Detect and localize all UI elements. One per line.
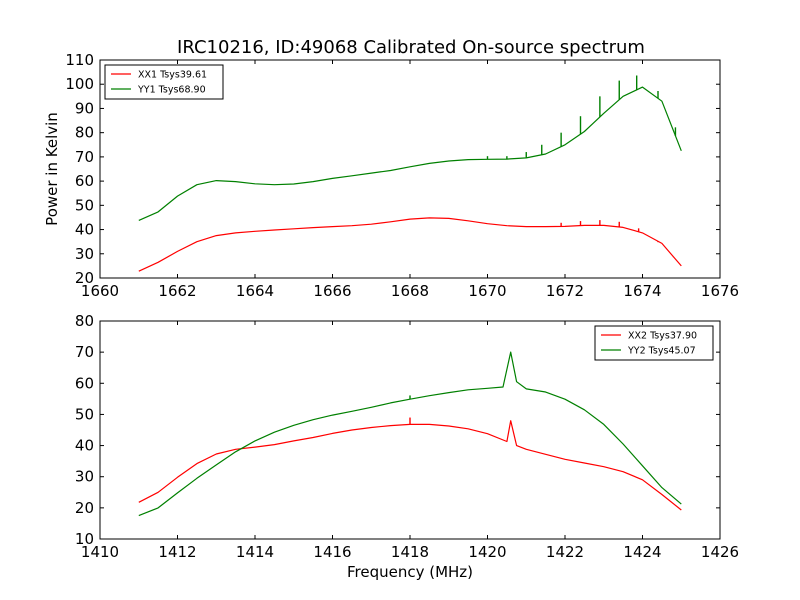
x-tick-label: 1424: [623, 543, 661, 561]
y-axis-label: Power in Kelvin: [43, 112, 61, 226]
legend-box: [104, 64, 224, 100]
x-tick-label: 1660: [81, 282, 119, 300]
legend-label: XX1 Tsys39.61: [138, 70, 207, 81]
legend-box: [594, 325, 714, 361]
y-tick-label: 60: [75, 374, 94, 392]
y-tick-label: 20: [75, 499, 94, 517]
y-tick-label: 10: [75, 530, 94, 548]
y-tick-label: 70: [75, 148, 94, 166]
y-tick-label: 50: [75, 196, 94, 214]
x-tick-label: 1668: [391, 282, 429, 300]
x-tick-label: 1416: [313, 543, 351, 561]
x-tick-label: 1662: [158, 282, 196, 300]
x-tick-label: 1672: [546, 282, 584, 300]
x-tick-label: 1418: [391, 543, 429, 561]
y-tick-label: 50: [75, 405, 94, 423]
series-line: [138, 420, 682, 511]
x-tick-label: 1666: [313, 282, 351, 300]
x-tick-label: 1674: [623, 282, 661, 300]
y-tick-label: 40: [75, 437, 94, 455]
y-tick-label: 100: [65, 75, 94, 93]
series-line: [138, 217, 682, 272]
x-tick-label: 1670: [468, 282, 506, 300]
legend-label: YY2 Tsys45.07: [627, 346, 696, 357]
y-tick-label: 40: [75, 221, 94, 239]
y-tick-label: 70: [75, 343, 94, 361]
top-panel: 1660 1662 1664 1666 1668 1670 1672 1674 1676 20 30…: [65, 51, 739, 300]
legend-label: XX2 Tsys37.90: [628, 331, 697, 342]
series-line: [138, 351, 682, 517]
y-tick-label: 30: [75, 468, 94, 486]
x-tick-label: 1414: [236, 543, 274, 561]
y-tick-label: 110: [65, 51, 94, 69]
figure-title: IRC10216, ID:49068 Calibrated On-source …: [177, 37, 645, 58]
y-tick-label: 20: [75, 269, 94, 287]
y-tick-label: 90: [75, 99, 94, 117]
x-tick-label: 1422: [546, 543, 584, 561]
x-tick-label: 1412: [158, 543, 196, 561]
y-tick-label: 60: [75, 172, 94, 190]
x-tick-label: 1410: [81, 543, 119, 561]
x-tick-label: 1420: [468, 543, 506, 561]
x-axis-label: Frequency (MHz): [347, 563, 473, 581]
series-line: [138, 86, 682, 221]
bottom-panel: 1410 1412 1414 1416 1418 1420 1422 1424 1426 10 20…: [75, 312, 739, 561]
x-tick-label: 1664: [236, 282, 274, 300]
y-tick-label: 80: [75, 124, 94, 142]
x-tick-label: 1426: [701, 543, 739, 561]
legend-label: YY1 Tsys68.90: [137, 85, 206, 96]
y-tick-label: 30: [75, 245, 94, 263]
x-tick-label: 1676: [701, 282, 739, 300]
y-tick-label: 80: [75, 312, 94, 330]
